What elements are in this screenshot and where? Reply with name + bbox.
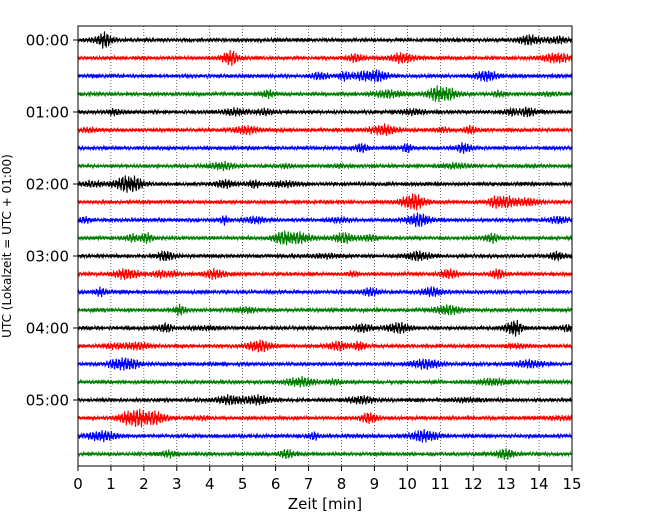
- y-axis-label: UTC (Lokalzeit = UTC + 01:00): [0, 154, 14, 338]
- x-tick-label: 14: [530, 475, 549, 493]
- trace-row: [77, 268, 573, 280]
- seismic-traces: [77, 31, 573, 460]
- trace-row: [77, 448, 573, 460]
- trace-row: [77, 50, 573, 67]
- x-axis-label: Zeit [min]: [288, 495, 362, 513]
- x-tick-label: 2: [139, 475, 149, 493]
- plot-frame: [77, 25, 573, 467]
- x-tick-label: 13: [497, 475, 516, 493]
- trace-row: [77, 175, 573, 193]
- x-tick-label: 12: [464, 475, 483, 493]
- trace-row: [77, 286, 573, 298]
- trace-row: [77, 339, 573, 353]
- trace-row: [77, 408, 573, 428]
- y-tick-label: 03:00: [26, 248, 69, 266]
- x-axis-ticks: 0 1 2 3 4 5 6 7 8 9 10 11 12 13 14 15: [73, 466, 582, 493]
- trace-row: [77, 123, 573, 137]
- trace-row: [77, 376, 573, 388]
- grid-lines: [110, 26, 540, 466]
- x-tick-label: 15: [562, 475, 581, 493]
- x-tick-label: 10: [398, 475, 417, 493]
- y-tick-label: 05:00: [26, 392, 69, 410]
- x-tick-label: 5: [238, 475, 248, 493]
- trace-row: [77, 85, 573, 103]
- x-tick-label: 3: [172, 475, 182, 493]
- y-tick-label: 01:00: [26, 104, 69, 122]
- x-tick-label: 6: [271, 475, 281, 493]
- trace-row: [77, 394, 573, 406]
- trace-row: [77, 69, 573, 83]
- trace-row: [77, 250, 573, 263]
- trace-row: [77, 212, 573, 228]
- trace-row: [77, 31, 573, 49]
- x-tick-label: 11: [431, 475, 450, 493]
- x-tick-label: 7: [304, 475, 314, 493]
- x-tick-label: 4: [205, 475, 215, 493]
- trace-row: [77, 106, 573, 118]
- trace-row: [77, 230, 573, 246]
- trace-row: [77, 193, 573, 211]
- x-tick-label: 9: [370, 475, 380, 493]
- trace-row: [77, 428, 573, 443]
- x-tick-label: 8: [337, 475, 347, 493]
- x-tick-label: 0: [73, 475, 83, 493]
- trace-row: [77, 142, 573, 154]
- y-tick-label: 00:00: [26, 32, 69, 50]
- y-tick-label: 04:00: [26, 320, 69, 338]
- trace-row: [77, 160, 573, 172]
- trace-row: [77, 303, 573, 317]
- x-tick-label: 1: [106, 475, 116, 493]
- y-axis-ticks: 00:00 01:00 02:00 03:00 04:00 05:00: [26, 32, 78, 410]
- trace-row: [77, 357, 573, 371]
- plot-background: [78, 26, 572, 466]
- trace-row: [77, 319, 573, 337]
- y-tick-label: 02:00: [26, 176, 69, 194]
